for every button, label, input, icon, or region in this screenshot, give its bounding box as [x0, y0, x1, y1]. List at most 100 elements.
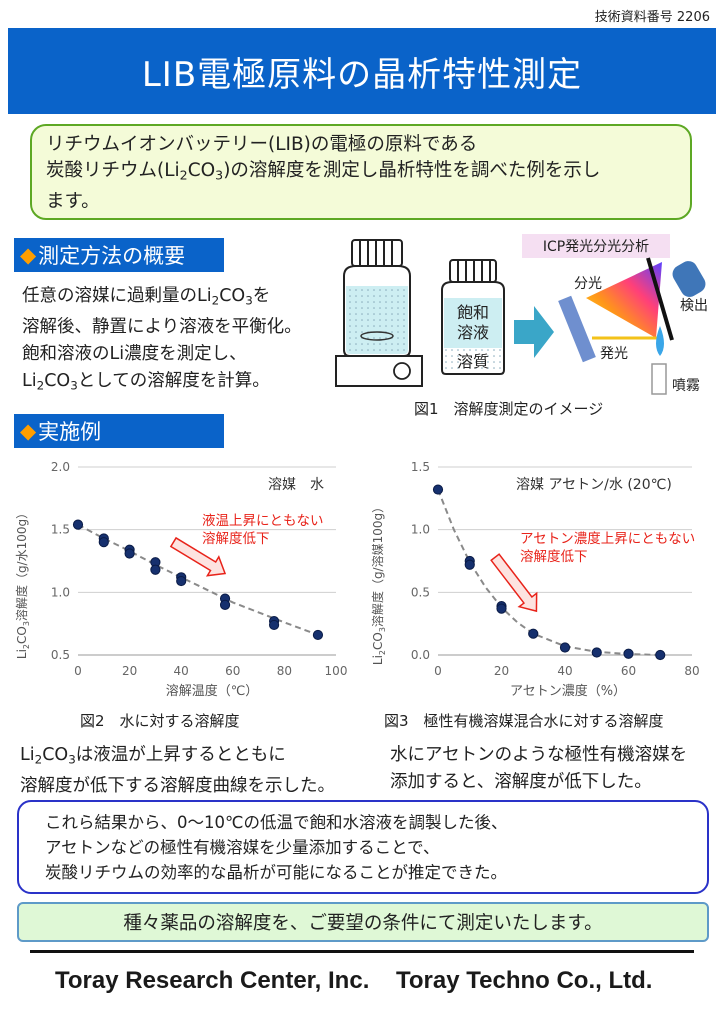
y-tick-label: 0.5: [51, 648, 70, 662]
x-tick-label: 20: [494, 664, 509, 678]
y-label-part: CO: [15, 626, 29, 644]
subscript: 2: [211, 293, 220, 308]
intro-text: 炭酸リチウム(Li: [46, 160, 180, 181]
y-tick-label: 1.5: [411, 460, 430, 474]
y-label-part: Li: [371, 655, 385, 665]
footer-divider: [30, 950, 694, 953]
subscript: 3: [245, 293, 253, 308]
y-label-sub: 2: [378, 650, 387, 655]
y-tick-label: 1.5: [51, 523, 70, 537]
intro-text: リチウムイオンバッテリー(LIB)の電極の原料である: [46, 134, 478, 155]
trend-arrow-icon: [490, 553, 538, 613]
intro-box: リチウムイオンバッテリー(LIB)の電極の原料である 炭酸リチウム(Li2CO3…: [30, 124, 692, 220]
data-point: [124, 548, 135, 559]
intro-text: ます。: [46, 190, 100, 212]
intro-line: 炭酸リチウム(Li2CO3)の溶解度を測定し晶析特性を調べた例を示し: [46, 158, 676, 189]
data-point: [655, 649, 666, 661]
x-axis-label: アセトン濃度（%）: [510, 683, 626, 699]
annotation-line: 溶解度低下: [202, 531, 270, 547]
data-point: [176, 575, 187, 587]
subscript: 2: [36, 378, 45, 393]
trend-line: [77, 523, 319, 636]
data-point: [432, 484, 444, 495]
text: CO: [42, 745, 69, 765]
result-line: Li2CO3は液温が上昇するとともに: [20, 742, 370, 773]
subscript: 3: [68, 752, 76, 767]
detector-icon: [672, 261, 706, 297]
data-point: [219, 599, 231, 610]
slit-icon: [646, 257, 674, 341]
text: Li: [22, 371, 37, 392]
saturated-label: 飽和: [457, 303, 489, 322]
emission-label: 発光: [600, 346, 628, 362]
data-point: [623, 648, 634, 659]
intro-line: ます。: [46, 189, 676, 215]
call-to-action: 種々薬品の溶解度を、ご要望の条件にて測定いたします。: [17, 902, 709, 942]
method-description: 任意の溶媒に過剰量のLi2CO3を 溶解後、静置により溶液を平衡化。 飽和溶液の…: [22, 283, 322, 400]
result-water: Li2CO3は液温が上昇するとともに 溶解度が低下する溶解度曲線を示した。: [20, 742, 370, 800]
company-name-trc: Toray Research Center, Inc.: [55, 967, 370, 994]
x-tick-label: 20: [122, 664, 137, 678]
x-tick-label: 60: [621, 664, 636, 678]
y-label-sub: 3: [378, 627, 387, 632]
x-tick-label: 80: [684, 664, 699, 678]
subscript: 3: [70, 378, 78, 393]
y-label-part: 溶解度（g/溶媒100g）: [370, 501, 385, 627]
subscript: 2: [34, 752, 43, 767]
x-axis-label: 溶解温度（℃）: [166, 683, 259, 699]
result-line: 溶解度が低下する溶解度曲線を示した。: [20, 776, 335, 797]
y-label-part: CO: [371, 632, 385, 650]
result-acetone: 水にアセトンのような極性有機溶媒を 添加すると、溶解度が低下した。: [390, 742, 720, 796]
section-heading-method: ◆ 測定方法の概要: [14, 238, 224, 272]
solution-label: 溶液: [457, 323, 489, 342]
x-tick-label: 0: [434, 664, 442, 678]
diamond-icon: ◆: [20, 419, 37, 443]
grating-icon: [558, 295, 596, 363]
nebulizer-icon: [651, 363, 667, 395]
y-label-part: 溶解度（g/水100g）: [14, 507, 29, 621]
intro-text: )の溶解度を測定し晶析特性を調べた例を示し: [223, 160, 601, 181]
icp-label-bg: [522, 234, 670, 258]
conclusion-line: アセトンなどの極性有機溶媒を少量添加することで、: [45, 838, 440, 857]
figure2-caption: 図2 水に対する溶解度: [80, 712, 240, 730]
process-arrow-icon: [514, 306, 554, 358]
text: は液温が上昇するとともに: [75, 745, 286, 765]
y-tick-label: 1.0: [51, 585, 70, 599]
data-point: [98, 537, 109, 548]
data-point: [496, 603, 507, 614]
y-label-sub: 2: [22, 644, 31, 649]
data-point: [72, 519, 84, 530]
figure3-caption: 図3 極性有機溶媒混合水に対する溶解度: [384, 712, 664, 730]
data-point: [528, 628, 539, 639]
trend-line: [437, 489, 661, 656]
annotation-line: 液温上昇にともない: [202, 513, 324, 529]
annotation-line: アセトン濃度上昇にともない: [520, 531, 695, 547]
y-label-sub: 3: [22, 621, 31, 626]
x-tick-label: 0: [74, 664, 82, 678]
text: としての溶解度を計算。: [77, 371, 270, 392]
conclusion-line: これら結果から、0～10℃の低温で飽和水溶液を調製した後、: [45, 813, 508, 832]
data-point: [150, 564, 161, 575]
cta-text: 種々薬品の溶解度を、ご要望の条件にて測定いたします。: [123, 913, 603, 934]
stirring-bottle-icon: [335, 239, 423, 387]
annotation-line: 溶解度低下: [520, 549, 588, 565]
text: Li: [20, 745, 35, 765]
x-tick-label: 40: [557, 664, 572, 678]
solute-label: 溶質: [457, 352, 489, 371]
method-line: Li2CO3としての溶解度を計算。: [22, 368, 322, 399]
data-point: [591, 647, 602, 658]
document-number: 技術資料番号 2206: [594, 10, 710, 25]
y-label-part: Li: [15, 649, 29, 659]
subscript: 2: [179, 167, 188, 183]
icp-label: ICP発光分光分析: [543, 239, 649, 255]
text: を: [252, 286, 271, 306]
section-title: 測定方法の概要: [38, 244, 186, 268]
data-point: [268, 619, 280, 631]
conclusion-box: これら結果から、0～10℃の低温で飽和水溶液を調製した後、 アセトンなどの極性有…: [17, 800, 709, 894]
trend-arrow-icon: [169, 536, 227, 577]
solvent-label: 溶媒 水: [268, 477, 324, 493]
section-title: 実施例: [38, 420, 102, 444]
method-line: 飽和溶液のLi濃度を測定し、: [22, 344, 247, 365]
x-tick-label: 80: [277, 664, 292, 678]
detection-label: 検出: [680, 298, 708, 314]
